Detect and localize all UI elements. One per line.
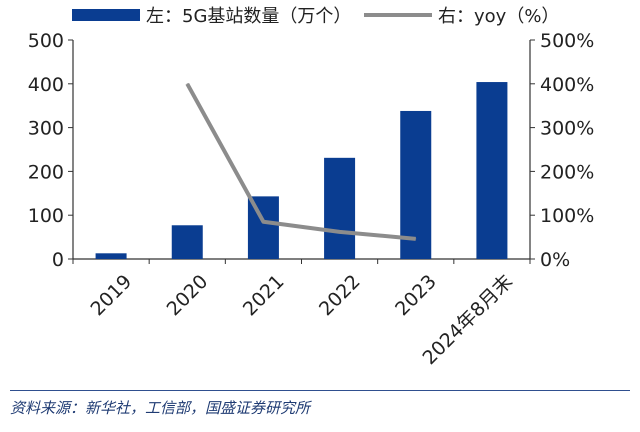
bar-2023 [400, 110, 432, 260]
y-tick-label-left: 100 [28, 205, 64, 227]
x-tick-label: 2020 [163, 271, 213, 321]
bar-2020 [171, 225, 203, 259]
y-tick-label-right: 400% [540, 74, 594, 96]
y-tick-label-right: 500% [540, 30, 594, 52]
x-tick-label: 2019 [86, 271, 136, 321]
y-tick-label-right: 0% [540, 249, 570, 271]
yoy-point-2020 [186, 83, 188, 85]
source-note: 资料来源：新华社，工信部，国盛证券研究所 [10, 399, 311, 417]
y-tick-label-left: 0 [52, 249, 64, 271]
yoy-line [185, 82, 416, 241]
yoy-point-2022 [339, 231, 341, 233]
bar-2019 [95, 253, 127, 259]
legend-line-label: 右：yoy（%） [438, 6, 559, 27]
yoy-point-2021 [262, 221, 264, 223]
bar-2024年8月末 [476, 82, 508, 259]
legend-bar-swatch [72, 9, 140, 21]
bar-2022 [324, 157, 356, 259]
y-tick-label-left: 200 [28, 161, 64, 183]
y-tick-label-right: 200% [540, 161, 594, 183]
y-tick-label-left: 500 [28, 30, 64, 52]
y-tick-label-left: 300 [28, 118, 64, 140]
y-tick-label-right: 100% [540, 205, 594, 227]
x-tick-label: 2021 [239, 271, 289, 321]
yoy-point-2023 [415, 238, 417, 240]
x-tick-label: 2023 [391, 271, 441, 321]
legend-bar-label: 左：5G基站数量（万个） [146, 6, 351, 27]
y-tick-label-left: 400 [28, 74, 64, 96]
chart: 左：5G基站数量（万个） 右：yoy（%） 0 0% 100 100% 200 200% 3… [28, 6, 595, 369]
source-divider [10, 390, 630, 391]
legend: 左：5G基站数量（万个） 右：yoy（%） [72, 6, 559, 27]
y-tick-label-right: 300% [540, 118, 594, 140]
x-tick-label: 2022 [315, 271, 365, 321]
